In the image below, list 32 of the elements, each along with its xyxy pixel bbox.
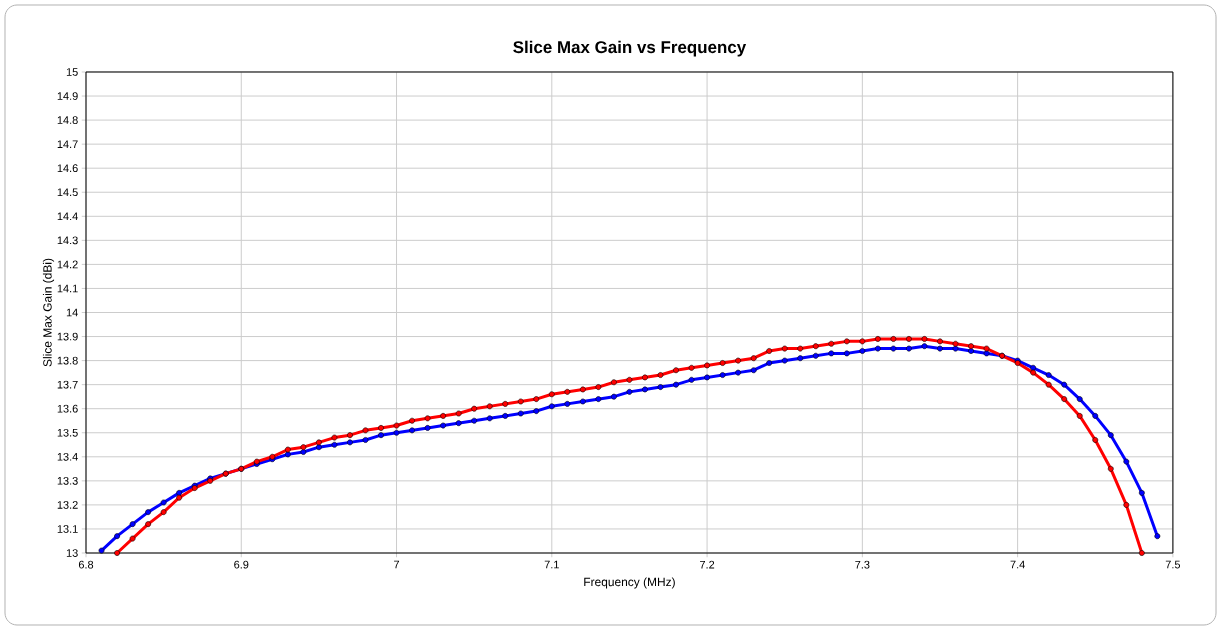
y-tick-label: 13.9 <box>57 332 78 341</box>
x-tick-label: 6.8 <box>78 560 94 569</box>
y-tick-label: 13.5 <box>57 428 78 437</box>
x-tick-label: 7.3 <box>855 560 870 569</box>
x-tick-label: 7.2 <box>700 560 715 569</box>
chart-title: Slice Max Gain vs Frequency <box>513 40 747 57</box>
x-tick-label: 7 <box>394 560 400 569</box>
y-tick-label: 13.6 <box>57 404 78 413</box>
y-tick-label: 14.5 <box>57 188 78 197</box>
y-tick-label: 14.7 <box>57 140 78 148</box>
y-tick-label: 13.7 <box>57 380 78 389</box>
x-tick-label: 6.9 <box>234 560 249 569</box>
x-tick-label: 7.4 <box>1010 560 1025 569</box>
y-tick-label: 13.1 <box>57 525 78 533</box>
y-axis-title: Slice Max Gain (dBi) <box>42 258 55 367</box>
x-axis-title: Frequency (MHz) <box>584 577 675 589</box>
x-tick-label: 7.1 <box>544 560 559 569</box>
y-tick-label: 14.8 <box>57 116 78 124</box>
y-tick-label: 14 <box>66 308 78 317</box>
y-tick-label: 13 <box>66 549 78 557</box>
y-tick-label: 13.2 <box>57 501 78 509</box>
y-tick-label: 13.3 <box>57 476 78 485</box>
y-tick-label: 14.6 <box>57 164 78 173</box>
y-tick-label: 14.4 <box>57 212 78 221</box>
y-tick-label: 15 <box>66 68 78 76</box>
y-tick-label: 14.9 <box>57 92 78 100</box>
y-tick-label: 13.8 <box>57 356 78 365</box>
x-tick-label: 7.5 <box>1165 560 1181 569</box>
y-tick-label: 14.3 <box>57 236 78 245</box>
y-tick-label: 13.4 <box>57 452 78 461</box>
y-tick-label: 14.1 <box>57 284 78 293</box>
y-tick-label: 14.2 <box>57 260 78 269</box>
